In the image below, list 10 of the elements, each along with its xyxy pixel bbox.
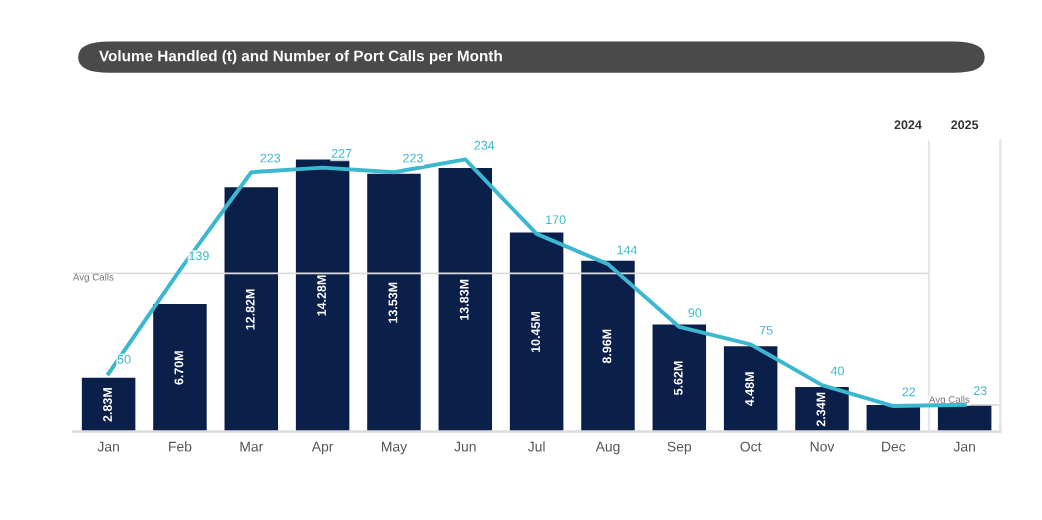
bar	[723, 346, 778, 432]
bar	[367, 173, 421, 432]
bar	[652, 324, 707, 432]
bar	[224, 187, 279, 432]
bar	[81, 377, 136, 432]
bar	[438, 168, 493, 432]
bar	[581, 260, 635, 432]
bar	[153, 303, 207, 432]
bar	[295, 159, 350, 432]
bar	[509, 232, 564, 432]
